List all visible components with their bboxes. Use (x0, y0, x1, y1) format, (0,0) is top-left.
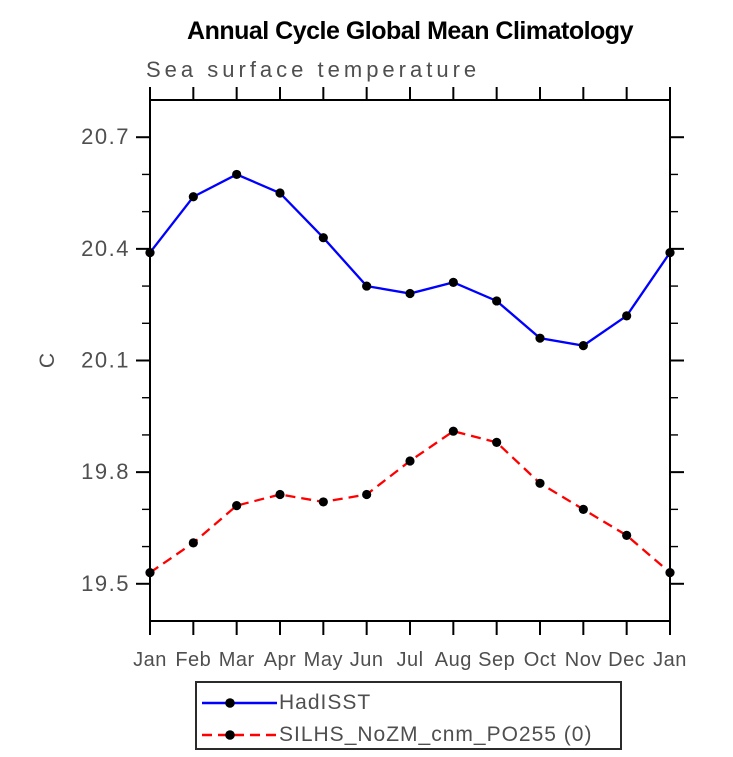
plot-area: Jan Feb Mar Apr May Jun Jul Aug Sep Oct Nov Dec Jan 1… (81, 87, 687, 671)
x-tick-label: Feb (175, 649, 211, 671)
legend-label-silhs: SILHS_NoZM_cnm_PO255 (0) (279, 723, 593, 746)
x-tick-label: Jul (396, 649, 423, 671)
y-tick-label: 20.7 (81, 124, 130, 149)
x-tick-label: Jun (350, 649, 384, 671)
data-point-marker (578, 504, 588, 514)
legend: HadISST SILHS_NoZM_cnm_PO255 (0) (195, 681, 622, 750)
data-point-marker (535, 333, 545, 343)
y-tick-label: 19.8 (81, 459, 130, 484)
data-point-marker (318, 497, 328, 507)
legend-series-marker (225, 730, 235, 740)
data-point-marker (448, 277, 458, 287)
chart-subtitle: Sea surface temperature (146, 57, 481, 82)
y-tick-label: 20.1 (81, 348, 130, 373)
y-tick-label: 20.4 (81, 236, 130, 261)
chart-title: Annual Cycle Global Mean Climatology (187, 17, 633, 45)
data-point-marker (492, 296, 502, 306)
x-tick-label: Jan (133, 649, 167, 671)
data-point-marker (188, 538, 198, 548)
data-point-marker (145, 247, 155, 258)
x-tick-label: Dec (608, 649, 645, 671)
data-point-marker (145, 568, 155, 578)
data-point-marker (405, 456, 415, 466)
plot-frame (149, 99, 671, 622)
legend-line-sample-dashed (202, 730, 277, 740)
legend-entry-silhs: SILHS_NoZM_cnm_PO255 (0) (200, 723, 593, 746)
data-point-marker (232, 169, 242, 180)
data-point-marker (275, 188, 285, 198)
data-point-marker (405, 288, 415, 299)
x-tick-label: Nov (565, 649, 602, 671)
chart-svg: Jan Feb Mar Apr May Jun Jul Aug Sep Oct Nov Dec Jan 1… (36, 87, 687, 671)
data-point-marker (448, 426, 458, 436)
data-point-marker (578, 341, 588, 351)
legend-entry-hadisst: HadISST (200, 691, 372, 714)
series-line-HadISST (149, 173, 671, 347)
data-point-marker (665, 568, 675, 578)
x-tick-label: May (304, 649, 343, 671)
data-point-marker (492, 437, 502, 447)
legend-label-hadisst: HadISST (279, 691, 372, 714)
data-point-marker (665, 247, 675, 258)
y-tick-label: 19.5 (81, 571, 130, 596)
data-point-marker (535, 478, 545, 488)
data-point-marker (318, 233, 328, 243)
x-tick-label: Aug (435, 649, 472, 671)
data-point-marker (622, 530, 632, 541)
data-point-marker (232, 501, 242, 511)
data-point-marker (275, 489, 285, 500)
x-tick-label: Mar (219, 649, 255, 671)
x-tick-label: Jan (653, 649, 687, 671)
x-tick-label: Oct (524, 649, 557, 671)
x-tick-label: Sep (478, 649, 515, 671)
data-point-marker (622, 311, 632, 321)
legend-line-sample-solid (202, 698, 277, 708)
data-point-marker (362, 281, 372, 291)
data-point-marker (362, 489, 372, 500)
legend-series-marker (225, 698, 235, 708)
y-axis-title: C (36, 352, 59, 368)
x-tick-label: Apr (264, 649, 297, 671)
data-point-marker (188, 192, 198, 202)
series-line-SILHS_NoZM_cnm_PO255 (0) (149, 429, 671, 574)
